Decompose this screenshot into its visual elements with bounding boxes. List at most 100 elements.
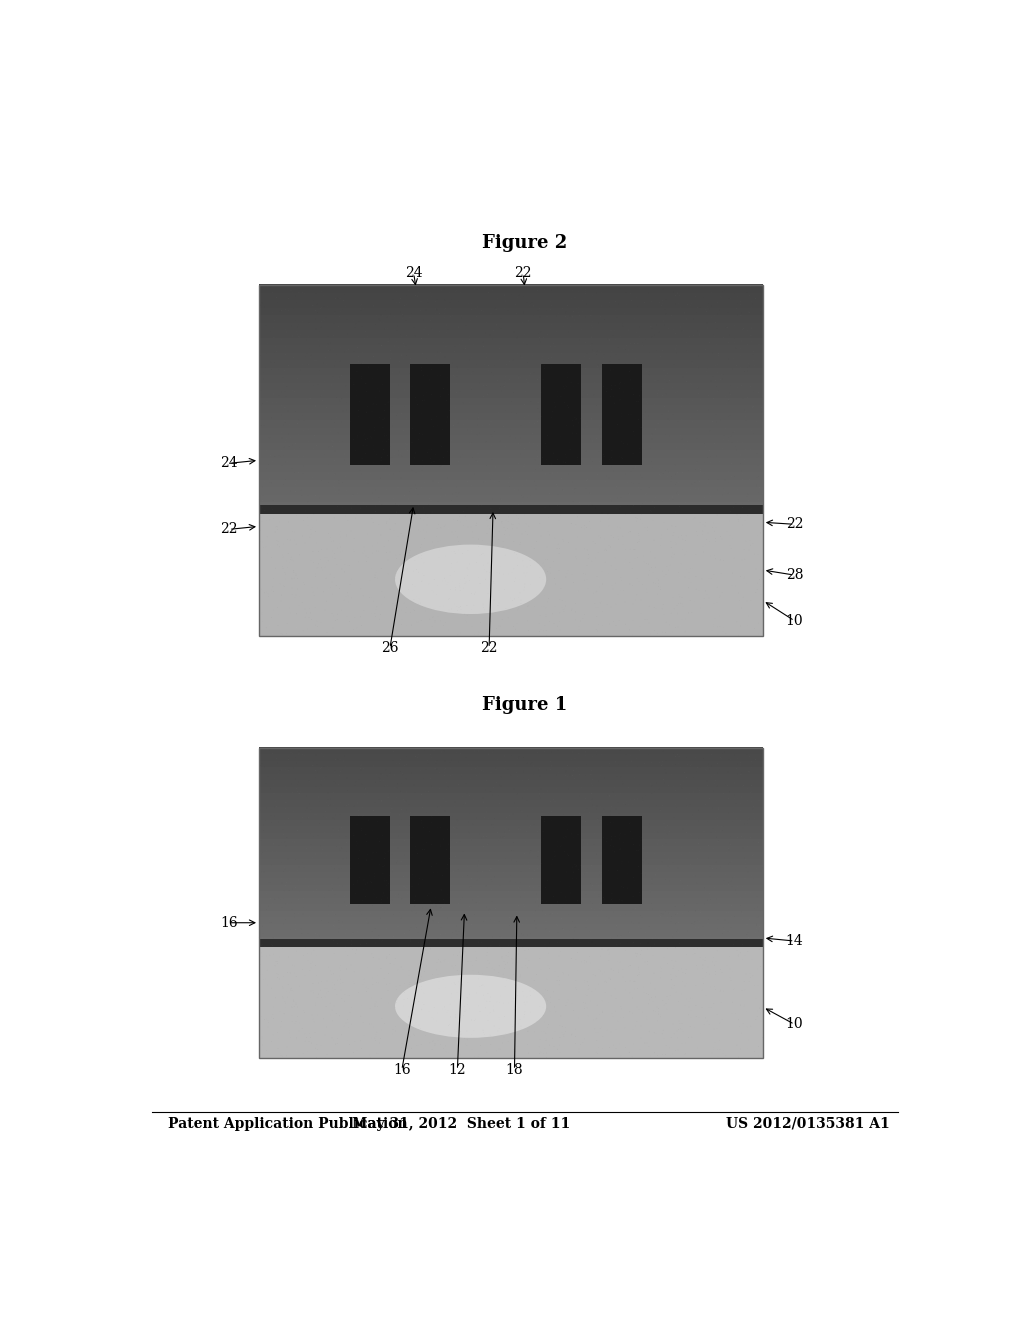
Point	[691, 401, 708, 422]
Point	[289, 403, 305, 424]
Point	[396, 323, 413, 345]
Point	[652, 968, 669, 989]
Point	[751, 517, 767, 539]
Point	[544, 557, 560, 578]
Point	[712, 706, 728, 727]
Point	[647, 312, 664, 333]
Point	[595, 286, 611, 308]
Point	[749, 845, 765, 866]
Point	[628, 964, 644, 985]
Point	[578, 395, 594, 416]
Point	[324, 851, 340, 873]
Point	[355, 1014, 372, 1035]
Point	[470, 458, 486, 479]
Point	[369, 545, 385, 566]
Point	[263, 507, 280, 528]
Point	[574, 925, 591, 946]
Point	[381, 447, 397, 469]
Point	[307, 826, 324, 847]
Point	[744, 1019, 761, 1040]
Point	[605, 378, 622, 399]
Point	[676, 417, 692, 438]
Point	[434, 414, 451, 436]
Point	[732, 867, 749, 888]
Point	[646, 692, 663, 713]
Point	[454, 548, 470, 569]
Point	[447, 466, 464, 487]
Point	[697, 358, 714, 379]
Point	[398, 457, 415, 478]
Point	[531, 282, 548, 304]
Point	[558, 1011, 574, 1032]
Point	[358, 816, 375, 837]
Point	[266, 822, 283, 843]
Point	[713, 553, 729, 574]
Point	[715, 331, 731, 352]
Point	[256, 944, 272, 965]
Point	[450, 561, 466, 582]
Point	[295, 692, 311, 713]
Point	[613, 754, 630, 775]
Point	[392, 564, 409, 585]
Point	[671, 400, 687, 421]
Point	[578, 871, 594, 892]
Point	[515, 565, 531, 586]
Point	[508, 1018, 524, 1039]
Point	[480, 504, 497, 525]
Point	[546, 315, 562, 337]
Point	[396, 436, 413, 457]
Point	[373, 420, 389, 441]
Point	[463, 558, 479, 579]
Point	[751, 1034, 767, 1055]
Point	[524, 990, 541, 1011]
Point	[332, 808, 348, 829]
Point	[256, 412, 272, 433]
Point	[530, 414, 547, 436]
Point	[338, 776, 354, 797]
Point	[628, 824, 644, 845]
Point	[563, 776, 580, 797]
Point	[483, 876, 500, 898]
Point	[569, 352, 586, 374]
Point	[749, 484, 765, 506]
Point	[582, 440, 598, 461]
Point	[669, 840, 685, 861]
Point	[406, 487, 422, 508]
Point	[259, 979, 275, 1001]
Point	[678, 804, 694, 825]
Point	[587, 330, 603, 351]
Point	[735, 442, 752, 463]
Point	[646, 783, 663, 804]
Point	[360, 487, 377, 508]
Point	[544, 502, 560, 523]
Point	[681, 919, 697, 940]
Point	[540, 333, 556, 354]
Point	[518, 385, 535, 407]
Point	[603, 516, 620, 537]
Point	[673, 697, 689, 718]
Point	[426, 825, 442, 846]
Point	[259, 804, 275, 825]
Point	[613, 461, 630, 482]
Point	[648, 513, 665, 535]
Point	[304, 360, 321, 381]
Point	[485, 739, 502, 760]
Point	[543, 417, 559, 438]
Point	[702, 388, 719, 409]
Point	[377, 800, 393, 821]
Point	[336, 796, 352, 817]
Bar	[259, 940, 763, 946]
Point	[440, 312, 457, 333]
Point	[478, 751, 495, 772]
Point	[441, 425, 458, 446]
Point	[260, 729, 276, 750]
Point	[317, 561, 334, 582]
Point	[467, 832, 483, 853]
Point	[374, 437, 390, 458]
Point	[511, 434, 527, 455]
Point	[695, 942, 712, 964]
Point	[354, 506, 371, 527]
Point	[463, 302, 479, 323]
Point	[699, 760, 716, 781]
Point	[571, 510, 588, 531]
